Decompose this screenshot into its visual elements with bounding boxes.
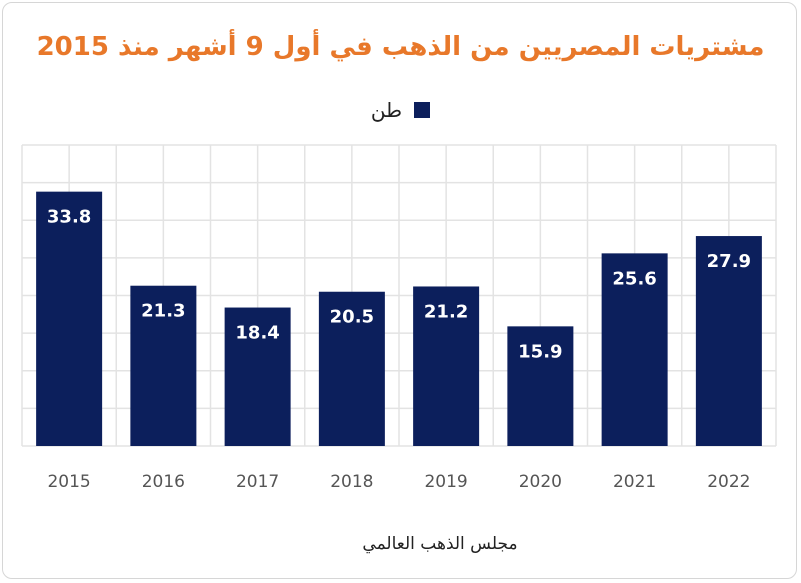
data-label-2022: 27.9 [707,251,751,272]
bar-2019 [413,286,480,446]
bar-2017 [224,307,291,446]
source-note: مجلس الذهب العالمي [362,534,518,554]
legend-label: طن [370,98,403,122]
data-label-2016: 21.3 [141,301,185,322]
x-tick-2016: 2016 [142,472,185,492]
x-tick-2020: 2020 [519,472,562,492]
bar-2015 [36,191,103,446]
x-tick-2021: 2021 [613,472,656,492]
data-label-2019: 21.2 [424,301,468,322]
x-axis-ticks: 2015 2016 2017 2018 2019 2020 2021 2022 [47,472,750,492]
x-tick-2019: 2019 [424,472,467,492]
bar-2020 [507,326,574,446]
bar-2021 [601,253,668,446]
x-tick-2015: 2015 [47,472,90,492]
legend: طن [0,98,801,122]
data-label-2021: 25.6 [612,268,656,289]
data-label-2015: 33.8 [47,207,91,228]
bars [36,191,762,446]
legend-swatch [414,102,431,118]
chart-title: مشتريات المصريين من الذهب في أول 9 أشهر … [36,32,765,62]
x-tick-2022: 2022 [707,472,750,492]
bar-2016 [130,285,197,446]
data-label-2017: 18.4 [235,323,279,344]
bar-2022 [695,236,762,446]
x-tick-2017: 2017 [236,472,279,492]
data-label-2020: 15.9 [518,341,562,362]
data-label-2018: 20.5 [330,307,374,328]
bar-2018 [318,291,385,446]
data-labels: 33.8 21.3 18.4 20.5 21.2 15.9 25.6 27.9 [47,207,751,363]
x-tick-2018: 2018 [330,472,373,492]
